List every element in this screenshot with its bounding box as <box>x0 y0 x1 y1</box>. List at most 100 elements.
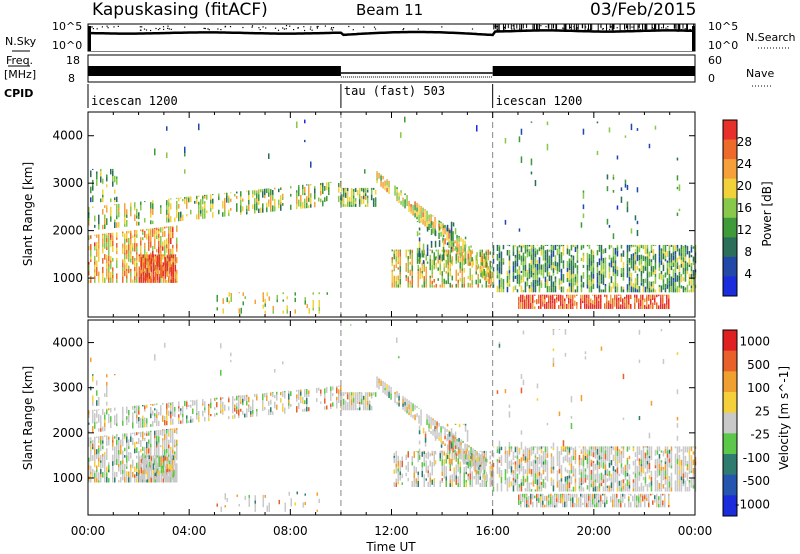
range-gate-cell <box>562 251 565 256</box>
range-gate-cell <box>88 221 90 226</box>
range-gate-cell <box>395 478 398 483</box>
range-gate-cell <box>475 478 478 482</box>
range-gate-cell <box>282 292 285 295</box>
range-gate-cell <box>106 408 108 410</box>
range-gate-cell <box>158 231 160 234</box>
nsearch-point <box>293 29 295 31</box>
range-gate-cell <box>496 483 499 488</box>
range-gate-cell <box>280 187 282 189</box>
range-gate-cell <box>502 258 505 262</box>
range-gate-cell <box>496 459 499 462</box>
range-gate-cell <box>397 466 400 469</box>
range-gate-cell <box>162 455 165 458</box>
range-gate-cell <box>477 264 480 269</box>
range-gate-cell <box>114 407 116 409</box>
range-gate-cell <box>264 188 266 196</box>
range-gate-cell <box>118 203 120 208</box>
range-gate-cell <box>358 396 361 400</box>
range-gate-cell <box>628 304 630 309</box>
range-gate-cell <box>460 237 462 240</box>
range-gate-cell <box>425 283 428 288</box>
range-gate-cell <box>496 275 499 279</box>
range-gate-cell <box>156 432 158 436</box>
range-gate-cell <box>274 206 276 212</box>
range-gate-cell <box>280 398 282 403</box>
range-gate-cell <box>128 238 130 245</box>
range-gate-cell <box>106 174 108 178</box>
range-gate-cell <box>590 298 592 303</box>
range-gate-cell <box>492 258 495 264</box>
range-gate-cell <box>480 259 482 262</box>
range-gate-cell <box>176 269 178 275</box>
range-gate-cell <box>668 462 671 468</box>
range-gate-cell <box>220 400 222 404</box>
range-gate-cell <box>566 475 569 480</box>
range-gate-cell <box>154 227 156 230</box>
range-gate-cell <box>594 473 597 480</box>
range-gate-cell <box>568 297 570 301</box>
range-gate-cell <box>440 231 442 237</box>
range-gate-cell <box>436 421 438 423</box>
range-gate-cell <box>106 440 108 446</box>
range-gate-cell <box>288 403 290 406</box>
range-gate-cell <box>624 483 627 487</box>
range-gate-cell <box>475 264 478 272</box>
range-gate-cell <box>524 460 527 463</box>
range-gate-cell <box>430 223 432 229</box>
range-gate-cell <box>474 462 476 467</box>
range-gate-cell <box>396 393 398 398</box>
range-gate-cell <box>670 276 673 283</box>
range-gate-cell <box>228 292 231 297</box>
range-gate-cell <box>130 436 132 442</box>
range-gate-cell <box>488 275 490 279</box>
range-gate-cell <box>684 446 687 450</box>
range-gate-cell <box>160 265 163 269</box>
range-gate-cell <box>298 389 300 395</box>
range-gate-cell <box>616 473 619 480</box>
range-gate-cell <box>616 155 619 160</box>
range-gate-cell <box>112 461 114 466</box>
range-gate-cell <box>614 280 617 287</box>
range-gate-cell <box>196 410 198 413</box>
range-gate-cell <box>524 446 527 452</box>
range-gate-cell <box>330 396 332 401</box>
range-gate-cell <box>116 250 118 255</box>
range-gate-cell <box>168 276 170 283</box>
range-gate-cell <box>441 276 444 283</box>
range-gate-cell <box>680 449 683 452</box>
range-gate-cell <box>395 249 398 251</box>
range-gate-cell <box>210 414 212 417</box>
range-gate-cell <box>224 192 226 195</box>
range-gate-cell <box>338 398 340 401</box>
range-gate-cell <box>660 306 662 309</box>
range-gate-cell <box>612 470 615 477</box>
range-gate-cell <box>344 392 347 394</box>
range-gate-cell <box>445 471 448 477</box>
range-gate-cell <box>459 268 462 273</box>
range-gate-cell <box>510 481 513 487</box>
range-gate-cell <box>342 392 345 397</box>
range-gate-cell <box>106 271 108 274</box>
range-gate-cell <box>532 244 535 247</box>
range-gate-cell <box>578 455 581 461</box>
range-gate-cell <box>552 469 555 474</box>
nsearch-point <box>576 27 578 29</box>
range-gate-cell <box>176 427 178 431</box>
range-gate-cell <box>660 477 663 482</box>
range-gate-cell <box>458 250 460 255</box>
range-gate-cell <box>552 265 555 268</box>
range-gate-cell <box>452 245 454 252</box>
range-gate-cell <box>144 245 146 249</box>
range-gate-cell <box>252 190 254 195</box>
range-gate-cell <box>200 199 202 206</box>
range-gate-cell <box>144 242 146 246</box>
range-gate-cell <box>646 464 649 468</box>
range-gate-cell <box>142 258 145 263</box>
range-gate-cell <box>408 412 410 416</box>
range-gate-cell <box>612 282 615 289</box>
range-gate-cell <box>276 299 279 303</box>
range-gate-cell <box>690 285 693 288</box>
range-gate-cell <box>604 284 607 287</box>
range-gate-cell <box>430 240 433 244</box>
range-gate-cell <box>126 278 128 283</box>
